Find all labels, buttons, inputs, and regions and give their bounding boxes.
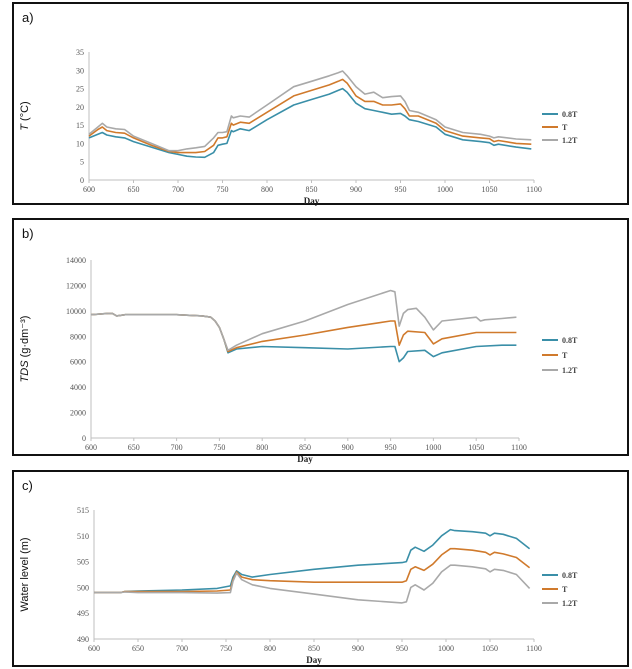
y-axis-label: TDS (g·dm⁻³)	[19, 316, 31, 383]
y-axis-label: Water level (m)	[19, 537, 31, 611]
legend-label: T	[562, 585, 568, 594]
legend-label: 1.2T	[562, 136, 578, 145]
y-tick-label: 505	[77, 558, 89, 567]
panel-tds: b) 600 650 700 750 800 850 900 950 1000 1050 1100 0…	[12, 218, 629, 464]
chart-tds: 600 650 700 750 800 850 900 950 1000 1050 1100 0 200…	[19, 256, 578, 464]
x-tick-label: 600	[83, 185, 95, 194]
x-tick-label: 750	[220, 644, 232, 653]
x-tick-label: 850	[308, 644, 320, 653]
x-tick-label: 1100	[526, 185, 542, 194]
x-axis-label: Day	[306, 655, 322, 665]
y-tick-label: 12000	[66, 281, 86, 290]
y-tick-label: 25	[76, 85, 84, 94]
series-line-12T	[90, 289, 517, 352]
x-tick-label: 600	[88, 644, 100, 653]
x-tick-label: 900	[342, 443, 354, 452]
x-tick-label: 1050	[468, 443, 484, 452]
y-tick-label: 0	[82, 434, 86, 443]
chart-water-level: 600 650 700 750 800 850 900 950 1000 1050 1100 490 4…	[19, 506, 578, 665]
legend-label: 1.2T	[562, 366, 578, 375]
x-tick-label: 800	[264, 644, 276, 653]
series-line-08T	[88, 87, 532, 159]
y-tick-label: 6000	[70, 358, 86, 367]
y-tick-label: 8000	[70, 332, 86, 341]
x-tick-label: 950	[395, 185, 407, 194]
y-tick-label: 0	[80, 176, 84, 185]
y-tick-label: 10000	[66, 307, 86, 316]
x-tick-label: 800	[261, 185, 273, 194]
y-tick-label: 10	[76, 139, 84, 148]
x-tick-label: 1000	[438, 644, 454, 653]
x-tick-label: 700	[172, 185, 184, 194]
x-tick-label: 850	[299, 443, 311, 452]
x-tick-label: 900	[350, 185, 362, 194]
legend-label: 1.2T	[562, 599, 578, 608]
x-tick-label: 950	[385, 443, 397, 452]
y-tick-label: 4000	[70, 383, 86, 392]
y-tick-label: 14000	[66, 256, 86, 265]
series-line-12T	[88, 70, 532, 152]
y-tick-label: 495	[77, 609, 89, 618]
x-tick-label: 950	[396, 644, 408, 653]
y-tick-label: 515	[77, 506, 89, 515]
series-line-08T	[94, 528, 531, 594]
x-tick-label: 700	[176, 644, 188, 653]
x-tick-label: 650	[128, 185, 140, 194]
x-tick-label: 650	[132, 644, 144, 653]
x-tick-label: 750	[213, 443, 225, 452]
x-tick-label: 650	[128, 443, 140, 452]
legend-label: 0.8T	[562, 110, 578, 119]
x-axis-label: Day	[297, 454, 313, 464]
series-line-T	[94, 547, 531, 594]
panel-label: b)	[22, 226, 34, 241]
x-tick-label: 900	[352, 644, 364, 653]
y-tick-label: 30	[76, 66, 84, 75]
x-tick-label: 1100	[526, 644, 542, 653]
y-axis-label: T (°C)	[19, 101, 31, 130]
x-tick-label: 850	[306, 185, 318, 194]
x-tick-label: 1050	[482, 185, 498, 194]
panel-temperature: a) 600 650 700 750 800 850 900 950 1000 1050 1100 0…	[12, 2, 629, 206]
series-line-T	[88, 78, 532, 154]
x-tick-label: 1000	[425, 443, 441, 452]
y-tick-label: 5	[80, 158, 84, 167]
x-tick-label: 750	[217, 185, 229, 194]
panel-label: a)	[22, 10, 34, 25]
x-axis-label: Day	[304, 196, 320, 206]
y-tick-label: 20	[76, 103, 84, 112]
panel-water-level: c) 600 650 700 750 800 850 900 950 1000 1050 1100 4…	[12, 470, 629, 667]
x-tick-label: 1050	[482, 644, 498, 653]
y-tick-label: 510	[77, 532, 89, 541]
legend-label: T	[562, 351, 568, 360]
x-tick-label: 800	[256, 443, 268, 452]
panel-label: c)	[22, 478, 33, 493]
x-tick-label: 1000	[437, 185, 453, 194]
y-tick-label: 35	[76, 48, 84, 57]
legend-label: 0.8T	[562, 336, 578, 345]
chart-temperature: 600 650 700 750 800 850 900 950 1000 1050 1100 0 5 10…	[19, 48, 578, 206]
y-tick-label: 2000	[70, 409, 86, 418]
legend-label: T	[562, 123, 568, 132]
series-line-12T	[94, 564, 531, 604]
y-tick-label: 500	[77, 583, 89, 592]
x-tick-label: 1100	[511, 443, 527, 452]
x-tick-label: 600	[85, 443, 97, 452]
y-tick-label: 490	[77, 635, 89, 644]
y-tick-label: 15	[76, 121, 84, 130]
legend-label: 0.8T	[562, 571, 578, 580]
x-tick-label: 700	[171, 443, 183, 452]
